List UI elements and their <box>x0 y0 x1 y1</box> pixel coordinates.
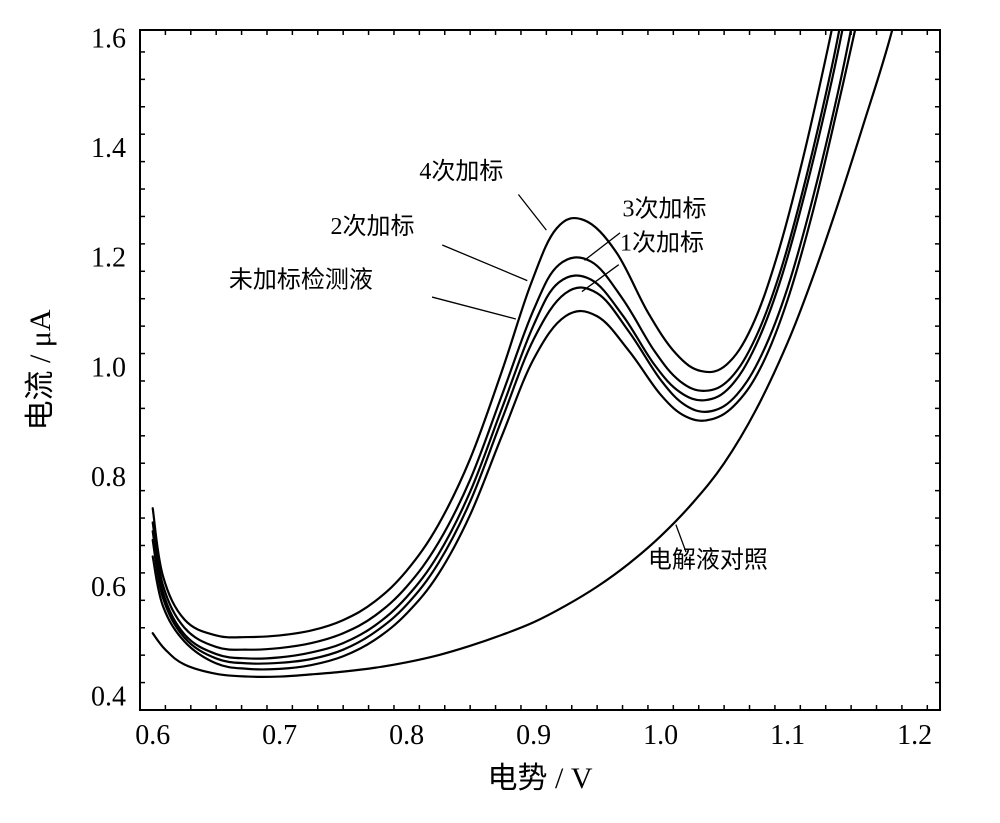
svg-text:1.4: 1.4 <box>91 133 126 164</box>
annotations-group: 4次加标 3次加标 2次加标 1次加标未加标检测液电解液对照 <box>229 158 768 573</box>
y-axis-label: 电流 / μA <box>24 309 57 430</box>
annotation-label: 2次加标 <box>330 213 414 240</box>
annotation-label: 3次加标 <box>623 195 707 222</box>
x-axis-label: 电势 / V <box>488 762 593 795</box>
svg-text:0.8: 0.8 <box>389 720 424 751</box>
annotation-label: 电解液对照 <box>648 546 768 573</box>
annotation-label: 4次加标 <box>419 158 503 185</box>
annotation-label: 1次加标 <box>620 229 704 256</box>
svg-text:0.6: 0.6 <box>135 720 170 751</box>
svg-text:1.0: 1.0 <box>91 352 126 383</box>
svg-text:1.2: 1.2 <box>897 720 932 751</box>
series-group <box>153 0 934 677</box>
y-ticks <box>140 52 940 710</box>
svg-text:1.1: 1.1 <box>770 720 805 751</box>
y-tick-labels: 0.4 0.6 0.8 1.0 1.2 1.4 1.6 <box>91 23 126 712</box>
svg-text:1.0: 1.0 <box>643 720 678 751</box>
svg-text:0.8: 0.8 <box>91 462 126 493</box>
svg-text:0.4: 0.4 <box>91 681 126 712</box>
svg-text:0.9: 0.9 <box>516 720 551 751</box>
voltammogram-chart: 0.6 0.7 0.8 0.9 1.0 1.1 1.2 0.4 0.6 0.8 1.0 1.2 1.4… <box>0 0 1000 823</box>
svg-text:0.6: 0.6 <box>91 572 126 603</box>
series-4次加标 <box>153 0 845 637</box>
svg-text:0.7: 0.7 <box>262 720 297 751</box>
svg-text:1.2: 1.2 <box>91 243 126 274</box>
x-tick-labels: 0.6 0.7 0.8 0.9 1.0 1.1 1.2 <box>135 720 932 751</box>
annotation-label: 未加标检测液 <box>229 267 373 294</box>
svg-text:1.6: 1.6 <box>91 23 126 54</box>
